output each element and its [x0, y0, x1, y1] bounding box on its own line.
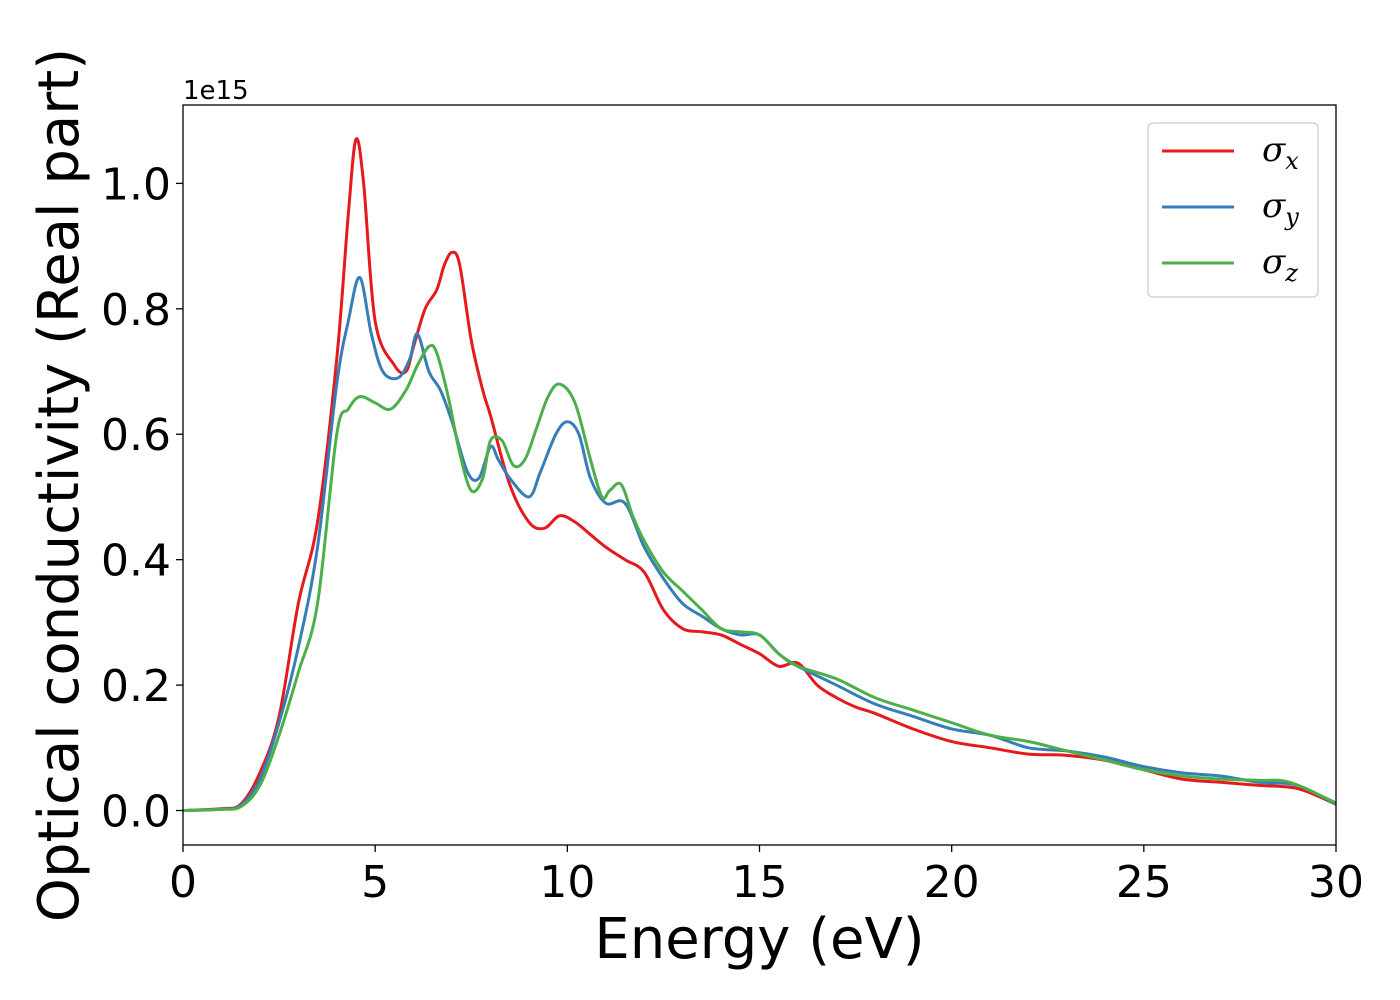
legend-label-x: σx	[1262, 130, 1299, 175]
x-tick-label: 5	[361, 857, 389, 908]
y-tick-label: 1.0	[101, 159, 171, 210]
ticks-layer: 0 5 10 15 20 25 30 0.0 0.2 0.4 0.6 0.8 1.0	[101, 159, 1364, 908]
x-tick-label: 0	[169, 857, 197, 908]
y-tick-label: 0.6	[101, 410, 171, 461]
y-offset-label: 1e15	[183, 76, 249, 106]
x-tick-label: 10	[539, 857, 595, 908]
y-tick-label: 0.8	[101, 285, 171, 336]
x-tick-label: 25	[1116, 857, 1172, 908]
series-layer	[183, 137, 1336, 813]
x-tick-label: 15	[732, 857, 788, 908]
series-line-z	[183, 343, 1336, 813]
y-tick-label: 0.4	[101, 536, 171, 587]
legend-label-z: σz	[1262, 242, 1298, 287]
series-line-x	[183, 137, 1336, 813]
y-tick-label: 0.2	[101, 661, 171, 712]
x-tick-label: 20	[924, 857, 980, 908]
legend: σx σy σz	[1147, 122, 1319, 298]
y-tick-label: 0.0	[101, 787, 171, 838]
x-axis-title: Energy (eV)	[594, 907, 924, 972]
series-line-y	[183, 275, 1336, 813]
x-tick-label: 30	[1308, 857, 1364, 908]
legend-box	[1147, 122, 1319, 298]
legend-label-y: σy	[1262, 186, 1299, 231]
y-axis-title: Optical conductivity (Real part)	[27, 48, 92, 922]
